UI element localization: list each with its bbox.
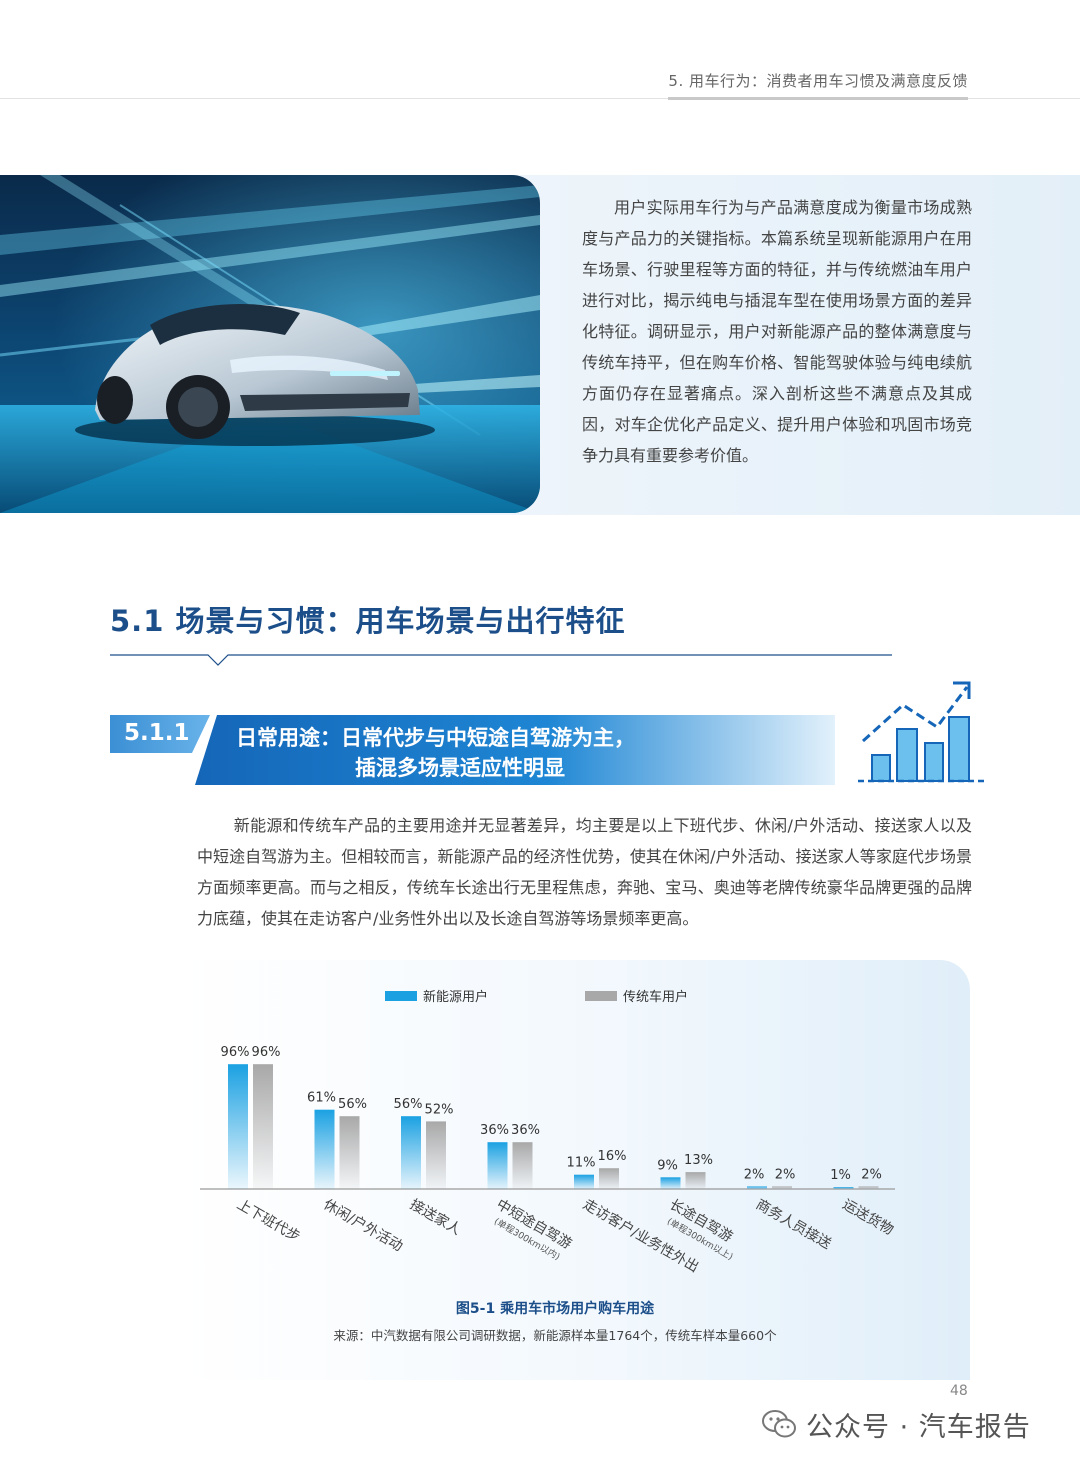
subsection-number: 5.1.1 [124, 720, 190, 746]
chart-panel [180, 960, 970, 1380]
data-label-5-0: 9% [657, 1158, 678, 1173]
data-label-0-1: 96% [252, 1045, 281, 1060]
data-label-1-1: 56% [338, 1097, 367, 1112]
growth-chart-icon [858, 681, 985, 783]
data-label-4-1: 16% [598, 1149, 627, 1164]
bar-4-0 [574, 1174, 594, 1189]
bar-3-1 [512, 1142, 533, 1189]
legend-label-0: 新能源用户 [423, 989, 488, 1005]
category-label-2: 接送家人 [407, 1196, 464, 1239]
subsection-title-line2: 插混多场景适应性明显 [355, 756, 565, 780]
category-label-0: 上下班代步 [234, 1197, 303, 1246]
bar-1-0 [314, 1109, 335, 1189]
data-label-7-1: 2% [861, 1167, 882, 1182]
bar-3-0 [487, 1142, 508, 1189]
body-paragraph: 新能源和传统车产品的主要用途并无显著差异，均主要是以上下班代步、休闲/户外活动、… [197, 816, 972, 928]
subsection-banner [195, 715, 835, 785]
data-label-3-0: 36% [480, 1123, 509, 1138]
data-label-7-0: 1% [830, 1168, 851, 1183]
data-label-6-0: 2% [744, 1167, 765, 1182]
bar-2-0 [401, 1116, 421, 1189]
bar-5-0 [660, 1177, 681, 1189]
legend-label-1: 传统车用户 [623, 989, 688, 1005]
running-header: 5. 用车行为：消费者用车习惯及满意度反馈 [668, 72, 968, 90]
bar-5-1 [685, 1172, 706, 1189]
subsection-title-line1: 日常用途：日常代步与中短途自驾游为主， [236, 726, 635, 750]
watermark-text: 公众号 · 汽车报告 [806, 1411, 1031, 1443]
section-title-underline [110, 654, 892, 666]
chart-title: 图5-1 乘用车市场用户购车用途 [456, 1300, 655, 1317]
bar-4-1 [599, 1168, 619, 1189]
bar-7-0 [833, 1187, 854, 1189]
legend-swatch-0 [385, 991, 417, 1001]
bar-0-1 [253, 1064, 273, 1189]
bar-6-0 [747, 1186, 767, 1189]
data-label-2-0: 56% [394, 1097, 423, 1112]
data-label-2-1: 52% [425, 1102, 454, 1117]
category-label-1: 休闲/户外活动 [321, 1196, 406, 1255]
header-accent-bar [668, 97, 968, 100]
data-label-5-1: 13% [684, 1153, 713, 1168]
bar-0-0 [228, 1064, 248, 1189]
header-divider [0, 98, 1080, 99]
bar-1-1 [339, 1116, 360, 1189]
data-label-6-1: 2% [775, 1167, 796, 1182]
data-label-3-1: 36% [511, 1123, 540, 1138]
data-label-4-0: 11% [567, 1156, 596, 1171]
chart-source: 来源：中汽数据有限公司调研数据，新能源样本量1764个，传统车样本量660个 [333, 1328, 777, 1343]
section-title: 5.1 场景与习惯：用车场景与出行特征 [110, 604, 626, 638]
page-number: 48 [950, 1383, 968, 1399]
wechat-watermark: 公众号 · 汽车报告 [762, 1404, 1031, 1444]
hero-car-image [0, 175, 540, 513]
category-label-7: 运送货物 [840, 1196, 897, 1239]
bar-2-1 [426, 1121, 446, 1189]
legend-swatch-1 [585, 991, 617, 1001]
category-label-6: 商务人员接送 [753, 1196, 834, 1253]
bar-7-1 [858, 1186, 879, 1189]
data-label-0-0: 96% [221, 1045, 250, 1060]
data-label-1-0: 61% [307, 1091, 336, 1106]
wechat-icon [762, 1410, 796, 1438]
intro-paragraph: 用户实际用车行为与产品满意度成为衡量市场成熟度与产品力的关键指标。本篇系统呈现新… [582, 198, 972, 465]
subsection-number-box [110, 715, 210, 753]
bar-6-1 [772, 1186, 792, 1189]
